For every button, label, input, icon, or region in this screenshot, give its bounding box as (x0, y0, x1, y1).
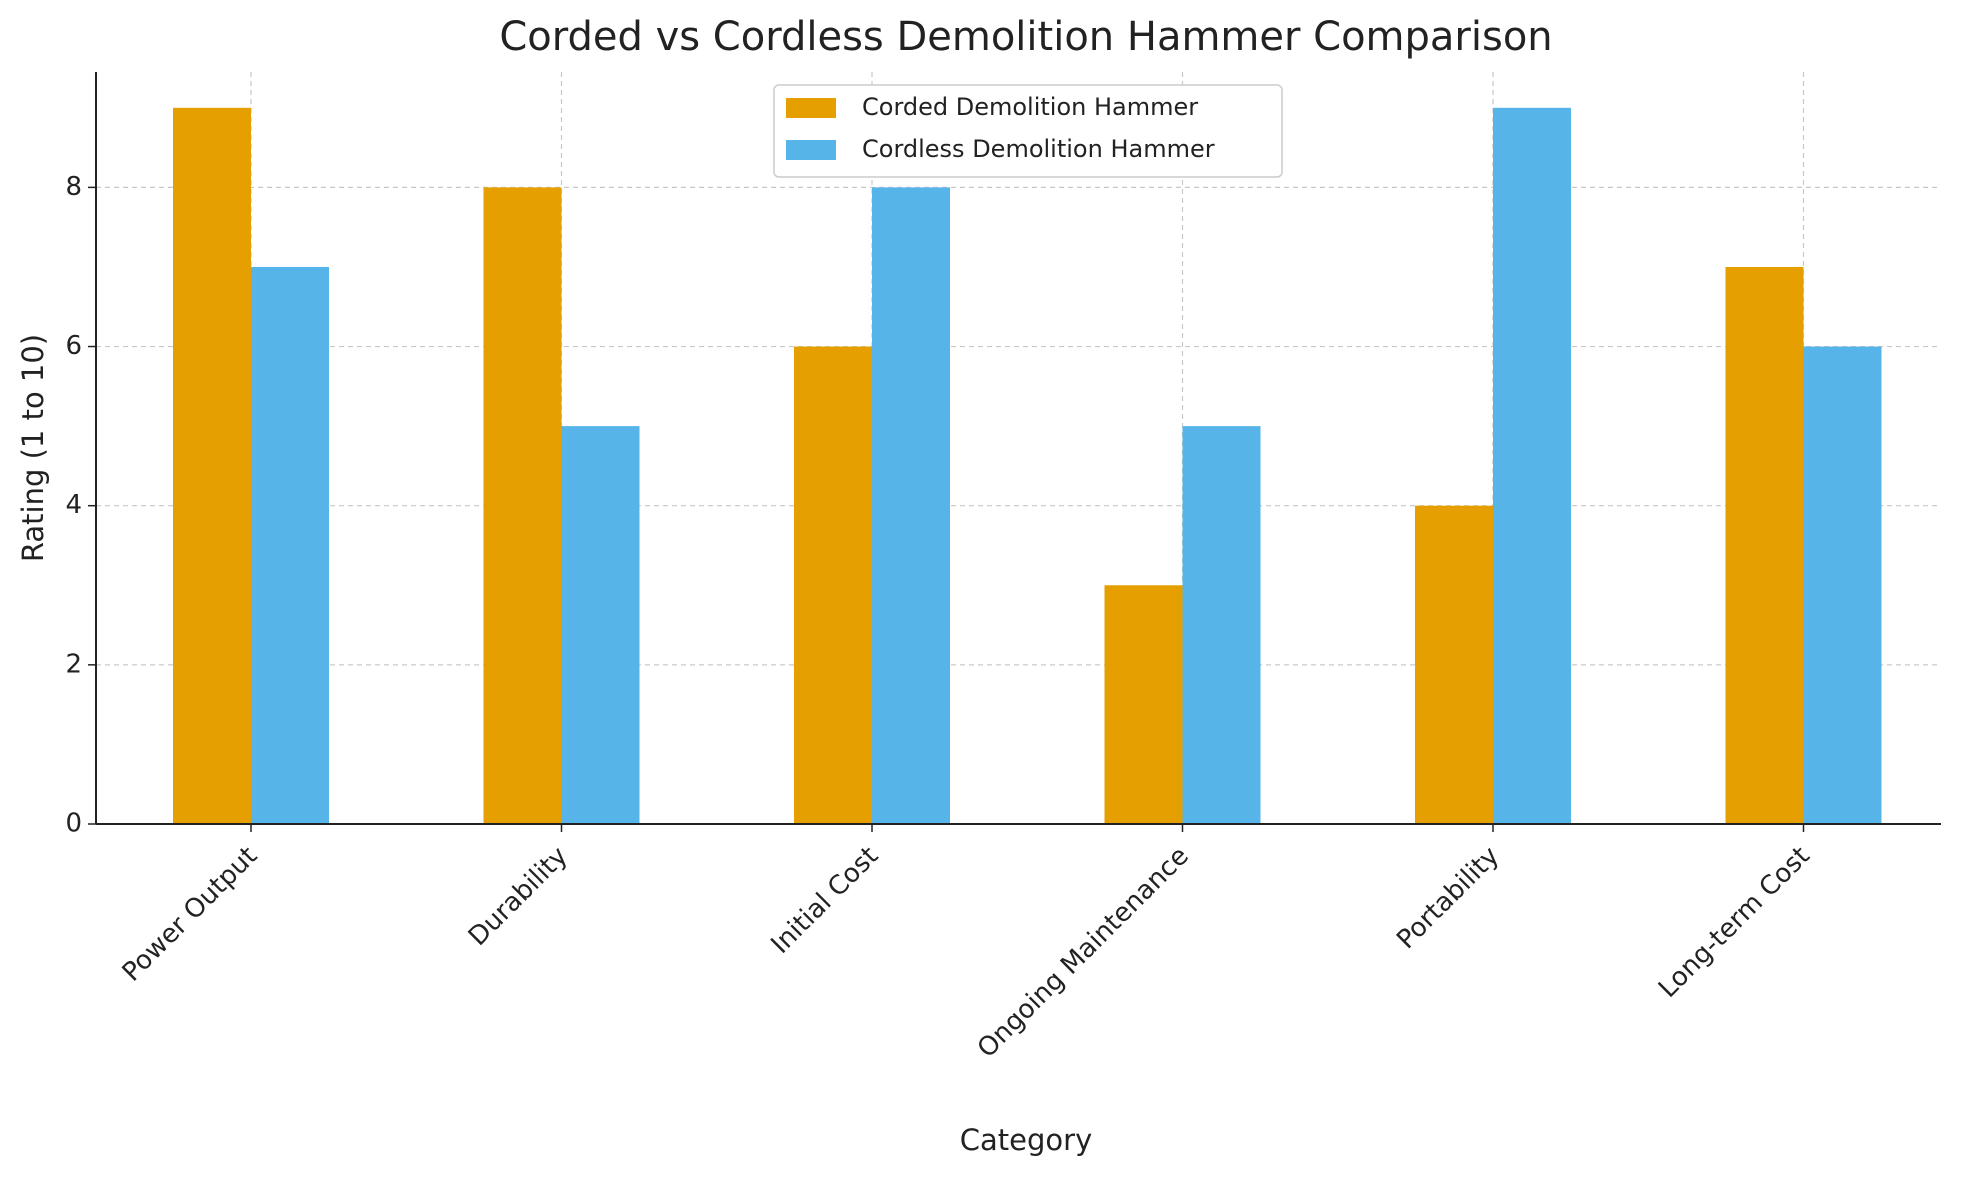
y-tick-label: 6 (65, 331, 82, 361)
bar (794, 346, 872, 824)
legend-box (773, 84, 1283, 178)
bar (173, 107, 251, 825)
x-tick-label: Long-term Cost (1653, 841, 1816, 1004)
x-tick-label: Durability (463, 841, 574, 952)
x-tick-label: Initial Cost (765, 841, 884, 960)
x-tick-label: Ongoing Maintenance (972, 841, 1195, 1064)
legend-label: Cordless Demolition Hammer (862, 135, 1215, 163)
x-axis-label: Category (960, 1123, 1092, 1157)
y-tick-label: 0 (65, 809, 82, 839)
y-tick-label: 8 (65, 172, 82, 202)
y-tick-label: 4 (65, 490, 82, 520)
y-axis-label: Rating (1 to 10) (16, 334, 50, 562)
bar (1493, 107, 1571, 825)
bar (1803, 346, 1882, 824)
legend: Corded Demolition Hammer Cordless Demolit… (773, 84, 1283, 178)
bar (561, 426, 640, 824)
x-tick-label: Power Output (117, 841, 264, 988)
bar (1415, 505, 1493, 824)
bar (872, 187, 950, 825)
x-tick-label: Portability (1391, 841, 1505, 955)
bar (1725, 266, 1804, 824)
legend-swatch (786, 98, 836, 118)
bar (483, 187, 562, 825)
bar (1104, 585, 1183, 824)
bar (1182, 426, 1261, 824)
legend-label: Corded Demolition Hammer (862, 93, 1198, 121)
legend-swatch (786, 140, 836, 160)
y-tick-label: 2 (65, 649, 82, 679)
bar (251, 266, 329, 824)
chart-title: Corded vs Cordless Demolition Hammer Com… (499, 14, 1552, 60)
